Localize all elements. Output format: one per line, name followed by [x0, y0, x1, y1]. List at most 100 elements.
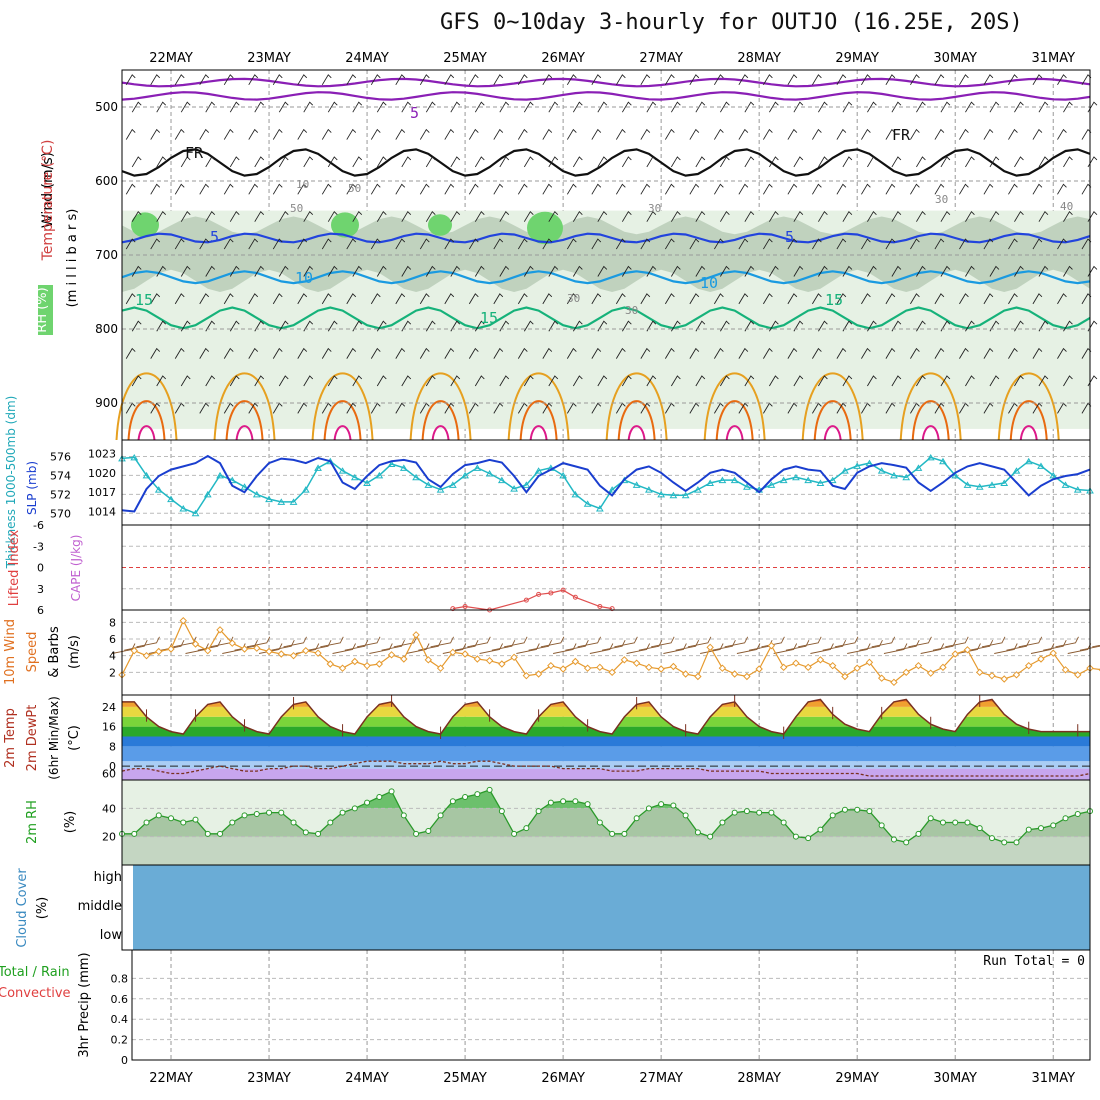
temp-contour-dark-orange: [911, 400, 950, 441]
wind-barb: [695, 320, 706, 332]
wind-speed-point: [412, 631, 420, 639]
wind-barb: [356, 636, 381, 648]
wind-barb: [812, 74, 822, 86]
wind-barb: [1032, 183, 1043, 195]
wind-barb: [965, 156, 975, 168]
wind-barb: [983, 128, 994, 140]
contour-label: 5: [785, 228, 794, 246]
temp-contour-dark-orange: [323, 400, 362, 441]
wind-speed-point: [228, 639, 236, 647]
wind-barb: [1008, 74, 1018, 86]
wind-speed-point: [179, 616, 187, 625]
wind-barb: [615, 238, 626, 250]
wind-barb: [713, 293, 724, 305]
wind-barb: [303, 265, 314, 277]
ylabel-wind-a: 10m Wind: [3, 619, 18, 685]
temp-contour-magenta: [627, 425, 646, 441]
wind-barb: [867, 320, 877, 332]
rh-point: [1062, 815, 1069, 822]
wind-barb: [156, 101, 167, 113]
wind-barb: [248, 293, 259, 305]
temp-contour-magenta: [333, 425, 352, 441]
wind-barb: [180, 156, 191, 168]
rh-point: [890, 836, 897, 843]
wind-barb: [548, 375, 559, 387]
wind-barb: [959, 347, 969, 359]
wind-barb: [896, 639, 920, 651]
wind-barb: [566, 183, 577, 195]
wind-barb: [695, 101, 706, 113]
temp-contour-magenta: [235, 425, 254, 441]
rh-point: [621, 830, 628, 837]
rh-point: [413, 830, 420, 837]
ylabel-rh-a: 2m RH: [25, 800, 40, 844]
thickness-point: [645, 486, 653, 493]
wind-barb: [1043, 639, 1067, 651]
wind-barb: [493, 402, 504, 414]
wind-barb: [516, 643, 540, 654]
wind-speed-point: [534, 670, 543, 678]
wind-speed-point: [155, 647, 163, 656]
rh-point: [327, 819, 334, 826]
temp-contour-magenta: [431, 425, 450, 441]
wind-speed-point: [939, 663, 947, 672]
wind-barb: [223, 293, 234, 305]
wind-barb: [793, 101, 804, 113]
rh-point: [155, 812, 162, 819]
thickness-point: [387, 460, 396, 468]
date-label-bottom: 22MAY: [149, 1071, 193, 1086]
temp-contour-magenta: [823, 425, 842, 441]
wind-barb: [842, 101, 853, 113]
thickness-tick-label: 570: [50, 507, 71, 520]
wind-barb: [321, 74, 332, 86]
precip-tick-label: 0.2: [111, 1034, 129, 1047]
precip-tick-label: 0.4: [111, 1013, 129, 1026]
wind-barb: [523, 375, 534, 387]
thickness-point: [730, 476, 739, 484]
rh-shade-high: [331, 212, 359, 238]
wind-barb: [297, 238, 308, 250]
wind-barb: [150, 128, 161, 140]
wind-barb: [818, 375, 828, 387]
thickness-point: [963, 481, 972, 488]
wind-barb: [689, 402, 700, 414]
wind-barb: [885, 347, 896, 359]
wind-barb: [621, 210, 632, 222]
thickness-point: [497, 476, 506, 484]
wind-speed-point: [841, 672, 849, 681]
wind-barb: [940, 320, 951, 332]
wind-barb: [1032, 347, 1043, 359]
temp-band-fill: [122, 716, 1090, 727]
thickness-point: [975, 483, 984, 490]
wind-barb: [695, 156, 706, 168]
thickness-point: [375, 471, 384, 479]
ylabel-millibars: (m i l l i b a r s): [65, 209, 80, 308]
wind-barb: [787, 183, 798, 195]
rh-point: [670, 802, 677, 809]
rh-point: [1013, 839, 1020, 846]
thickness-point: [167, 495, 175, 503]
rh-point: [609, 830, 616, 837]
wind-barb: [847, 643, 871, 654]
wind-barb: [229, 156, 240, 168]
wind-barb: [248, 183, 259, 195]
wind-barb: [258, 643, 283, 654]
rh-point: [1037, 825, 1044, 832]
wind-barb: [861, 347, 871, 359]
wind-barb: [861, 293, 871, 305]
wind-barb: [468, 74, 479, 86]
thickness-point: [669, 491, 678, 499]
wind-barb: [859, 639, 883, 651]
wind-barb: [1057, 293, 1067, 305]
wind-barb: [156, 375, 167, 387]
wind-speed-point: [853, 664, 861, 672]
rh-point: [351, 805, 358, 812]
wind-barb: [131, 375, 142, 387]
wind-barb: [793, 156, 804, 168]
wind-barb: [401, 156, 412, 168]
date-label-bottom: 30MAY: [933, 1071, 977, 1086]
precip-panel: [132, 977, 1090, 1061]
contour-label: 50: [290, 202, 303, 215]
wind-barb: [418, 639, 442, 651]
wind-speed-point: [779, 663, 788, 672]
